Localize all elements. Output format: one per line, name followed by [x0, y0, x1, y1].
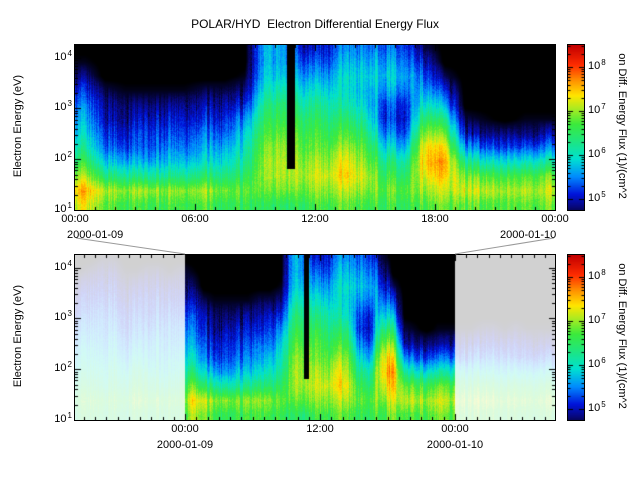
x-tick-label-top: 12:00 [301, 213, 329, 225]
x-tick-label-top: 06:00 [181, 213, 209, 225]
plot-title: POLAR/HYD Electron Differential Energy F… [191, 17, 439, 31]
bottom-spectrogram [75, 255, 555, 420]
y-tick-label: 102 [54, 150, 72, 165]
bottom-colorbar-frame [567, 254, 585, 421]
bottom-panel-frame [74, 254, 556, 421]
date-label-bottom: 2000-01-10 [426, 439, 484, 451]
y-tick-label: 104 [54, 48, 72, 63]
date-label-top: 2000-01-10 [499, 229, 557, 241]
x-tick-label-top: 18:00 [421, 213, 449, 225]
y-axis-label-top: Electron Energy (eV) [12, 74, 24, 178]
colorbar-tick-label: 106 [588, 146, 606, 160]
y-tick-label: 103 [54, 309, 72, 324]
y-tick-label: 102 [54, 360, 72, 375]
y-axis-label-bottom: Electron Energy (eV) [12, 284, 24, 388]
top-colorbar [568, 45, 584, 210]
y-tick-label: 103 [54, 99, 72, 114]
y-tick-label: 101 [54, 201, 72, 215]
y-tick-label: 104 [54, 258, 72, 273]
colorbar-tick-label: 105 [588, 400, 606, 414]
colorbar-tick-label: 106 [588, 356, 606, 370]
y-tick-label: 101 [54, 411, 72, 425]
top-panel-frame [74, 44, 556, 211]
colorbar-tick-label: 108 [588, 268, 606, 282]
top-spectrogram [75, 45, 555, 210]
colorbar-tick-label: 107 [588, 102, 606, 116]
date-label-bottom: 2000-01-09 [156, 439, 214, 451]
x-tick-label-top: 00:00 [61, 213, 89, 225]
colorbar-tick-label: 107 [588, 312, 606, 326]
colorbar-tick-label: 105 [588, 190, 606, 204]
colorbar-tick-label: 108 [588, 58, 606, 72]
bottom-colorbar [568, 255, 584, 420]
x-tick-label-bottom: 12:00 [306, 423, 334, 435]
x-tick-label-top: 00:00 [541, 213, 569, 225]
top-colorbar-frame [567, 44, 585, 211]
x-tick-label-bottom: 00:00 [171, 423, 199, 435]
x-tick-label-bottom: 00:00 [441, 423, 469, 435]
date-label-top: 2000-01-09 [67, 229, 124, 241]
